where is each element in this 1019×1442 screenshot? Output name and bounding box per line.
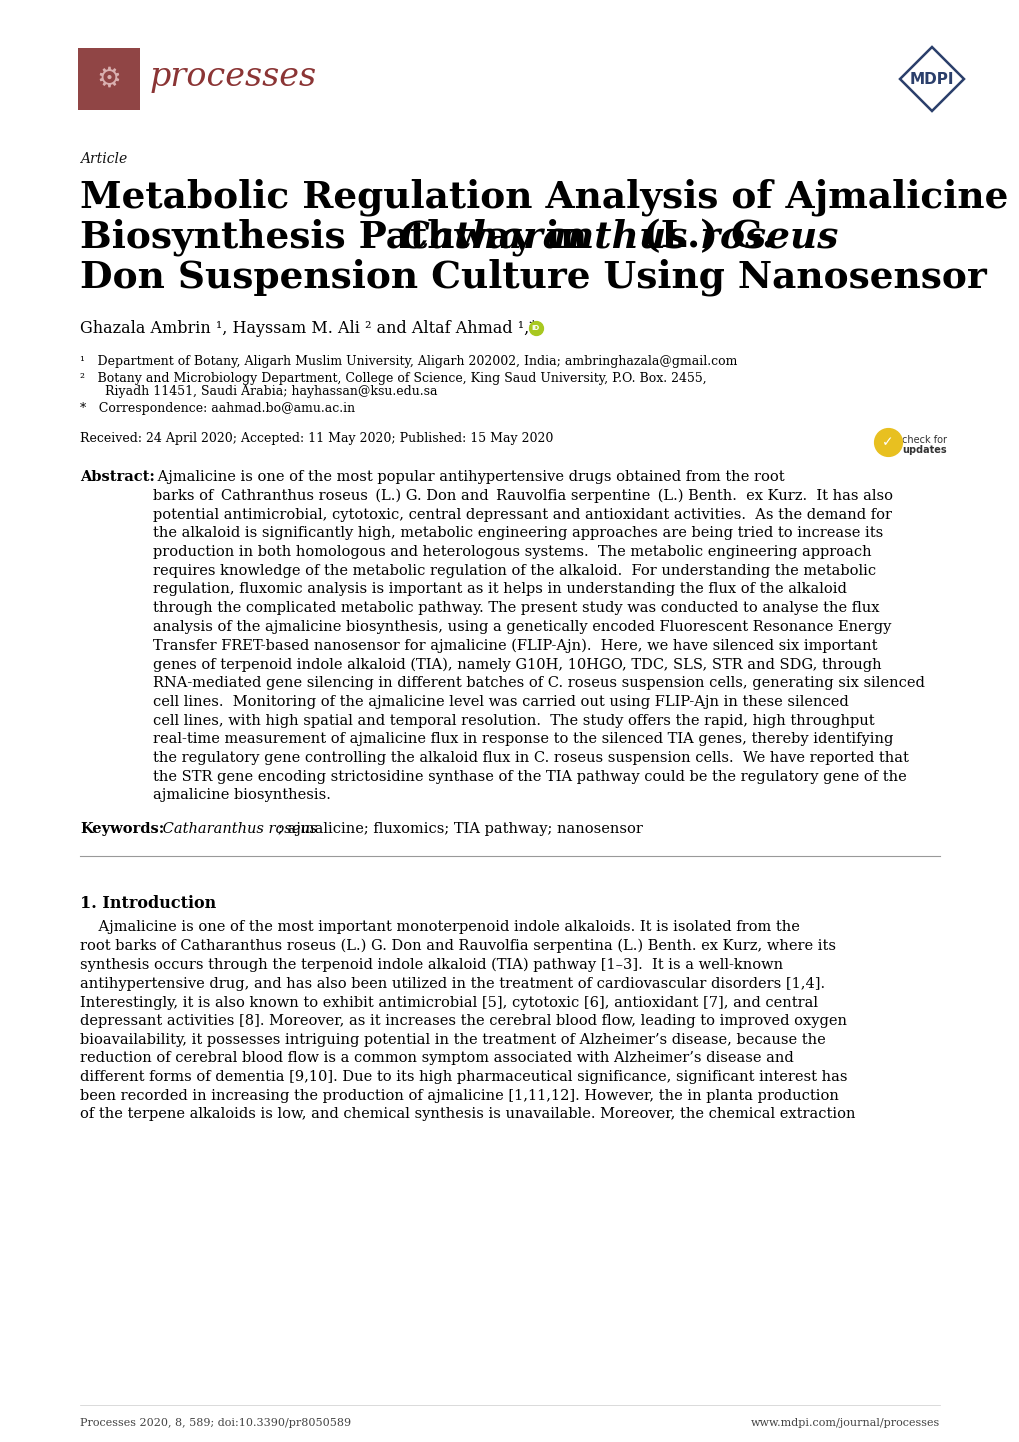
Text: Catharanthus roseus: Catharanthus roseus [399, 218, 838, 255]
Text: Ajmalicine is one of the most popular antihypertensive drugs obtained from the r: Ajmalicine is one of the most popular an… [153, 470, 924, 802]
Text: Riyadh 11451, Saudi Arabia; hayhassan@ksu.edu.sa: Riyadh 11451, Saudi Arabia; hayhassan@ks… [79, 385, 437, 398]
Text: Ajmalicine is one of the most important monoterpenoid indole alkaloids. It is is: Ajmalicine is one of the most important … [79, 920, 855, 1122]
Text: ; ajmalicine; fluxomics; TIA pathway; nanosensor: ; ajmalicine; fluxomics; TIA pathway; na… [278, 822, 642, 836]
Text: check for: check for [901, 435, 946, 446]
Bar [77, 48, 140, 110]
Text: MDPI: MDPI [909, 72, 954, 87]
Text: iD: iD [531, 324, 540, 332]
Text: Ghazala Ambrin ¹, Hayssam M. Ali ² and Altaf Ahmad ¹,*: Ghazala Ambrin ¹, Hayssam M. Ali ² and A… [79, 320, 537, 337]
Text: (L.) G.: (L.) G. [630, 218, 774, 255]
Text: ² Botany and Microbiology Department, College of Science, King Saud University, : ² Botany and Microbiology Department, Co… [79, 372, 706, 385]
Text: 1. Introduction: 1. Introduction [79, 895, 216, 911]
Text: Received: 24 April 2020; Accepted: 11 May 2020; Published: 15 May 2020: Received: 24 April 2020; Accepted: 11 Ma… [79, 433, 553, 446]
Text: ✓: ✓ [881, 435, 893, 448]
Text: updates: updates [901, 446, 946, 456]
Text: Biosynthesis Pathway in: Biosynthesis Pathway in [79, 218, 599, 255]
Text: Catharanthus roseus: Catharanthus roseus [158, 822, 317, 836]
Text: Keywords:: Keywords: [79, 822, 164, 836]
Text: Abstract:: Abstract: [79, 470, 160, 485]
Text: Processes 2020, 8, 589; doi:10.3390/pr8050589: Processes 2020, 8, 589; doi:10.3390/pr80… [79, 1417, 351, 1428]
Text: Article: Article [79, 151, 127, 166]
Text: ⚙: ⚙ [97, 65, 121, 92]
Text: processes: processes [150, 61, 317, 92]
Text: * Correspondence: aahmad.bo@amu.ac.in: * Correspondence: aahmad.bo@amu.ac.in [79, 402, 355, 415]
Text: ¹ Department of Botany, Aligarh Muslim University, Aligarh 202002, India; ambrin: ¹ Department of Botany, Aligarh Muslim U… [79, 355, 737, 368]
Text: Metabolic Regulation Analysis of Ajmalicine: Metabolic Regulation Analysis of Ajmalic… [79, 177, 1008, 215]
Text: www.mdpi.com/journal/processes: www.mdpi.com/journal/processes [750, 1417, 940, 1428]
Text: Don Suspension Culture Using Nanosensor: Don Suspension Culture Using Nanosensor [79, 258, 985, 296]
